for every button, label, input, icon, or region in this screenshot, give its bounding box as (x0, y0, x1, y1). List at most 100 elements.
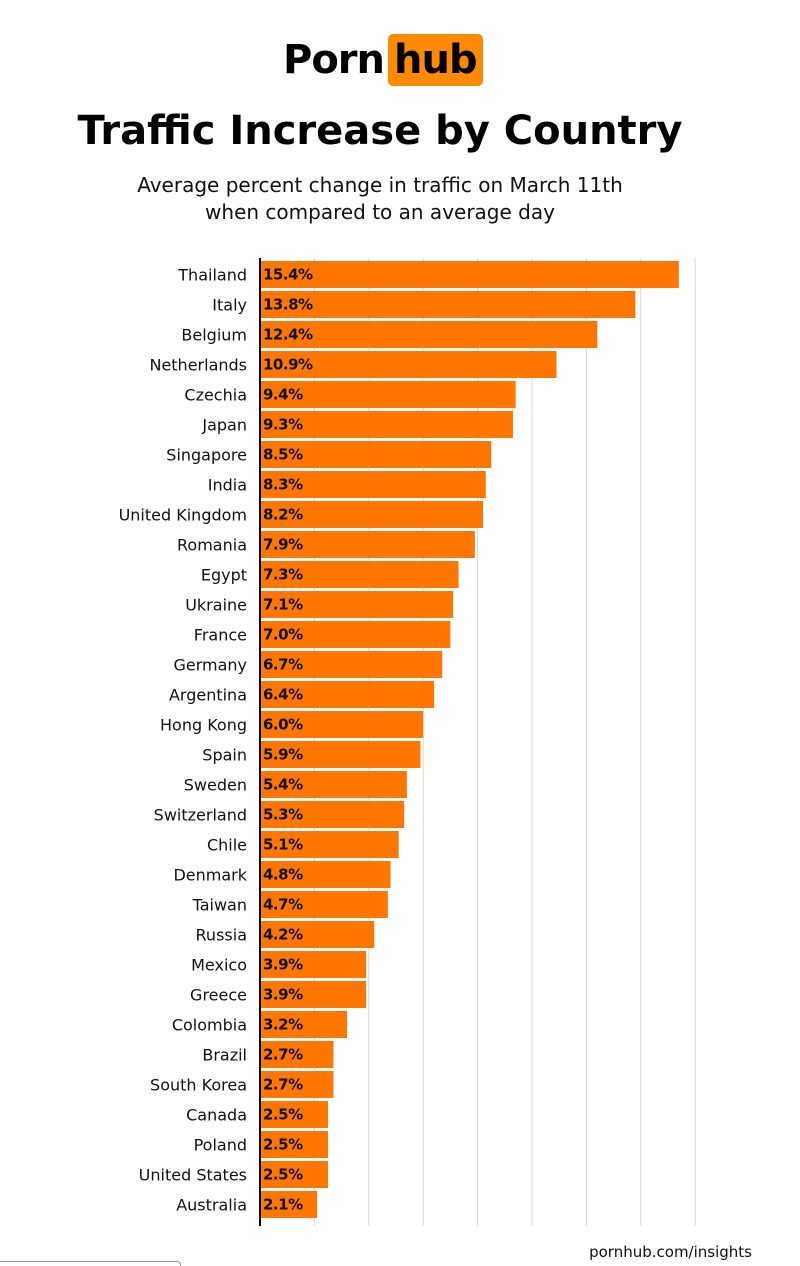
data-label: 9.4% (263, 386, 303, 404)
data-label: 4.8% (263, 866, 303, 884)
bar-taiwan (260, 891, 388, 918)
bar-canada (260, 1101, 328, 1128)
category-label: India (208, 476, 247, 495)
data-label: 15.4% (263, 266, 313, 284)
data-label: 9.3% (263, 416, 303, 434)
bar-czechia (260, 381, 516, 408)
data-label: 7.9% (263, 536, 303, 554)
category-label: Japan (201, 416, 247, 435)
bar-japan (260, 411, 513, 438)
category-label: France (194, 626, 247, 645)
category-label: South Korea (150, 1076, 247, 1095)
bar-russia (260, 921, 375, 948)
data-label: 5.9% (263, 746, 303, 764)
bar-denmark (260, 861, 391, 888)
category-label: Greece (190, 986, 247, 1005)
logo-text-hub: hub (388, 34, 483, 86)
data-label: 3.9% (263, 956, 303, 974)
category-label: Netherlands (149, 356, 247, 375)
data-label: 6.7% (263, 656, 303, 674)
data-label: 7.1% (263, 596, 303, 614)
bar-india (260, 471, 486, 498)
bar-brazil (260, 1041, 334, 1068)
footer-source: pornhub.com/insights (589, 1243, 752, 1261)
bar-united-kingdom (260, 501, 484, 528)
category-label: Denmark (173, 866, 247, 885)
data-label: 2.5% (263, 1106, 303, 1124)
data-label: 12.4% (263, 326, 313, 344)
data-label: 5.1% (263, 836, 303, 854)
data-label: 8.3% (263, 476, 303, 494)
category-label: Spain (202, 746, 247, 765)
data-label: 3.9% (263, 986, 303, 1004)
category-label: Mexico (191, 956, 247, 975)
data-label: 2.5% (263, 1136, 303, 1154)
logo-text-porn: Porn (283, 37, 385, 83)
category-label: Poland (194, 1136, 247, 1155)
category-label: Egypt (201, 566, 247, 585)
category-label: Hong Kong (160, 716, 247, 735)
data-label: 2.1% (263, 1196, 303, 1214)
category-label: Canada (186, 1106, 247, 1125)
bar-italy (260, 291, 636, 318)
data-label: 2.5% (263, 1166, 303, 1184)
bar-netherlands (260, 351, 557, 378)
bar-greece (260, 981, 367, 1008)
category-label: Argentina (169, 686, 247, 705)
category-label: Ukraine (185, 596, 247, 615)
bar-france (260, 621, 451, 648)
category-label: Romania (177, 536, 247, 555)
subtitle-line-2: when compared to an average day (205, 200, 555, 224)
category-label: Colombia (172, 1016, 247, 1035)
category-label: Australia (176, 1196, 247, 1215)
pornhub-logo: Porn hub (283, 33, 483, 87)
category-label: Taiwan (192, 896, 247, 915)
bar-ukraine (260, 591, 454, 618)
bar-germany (260, 651, 443, 678)
window-edge (0, 1261, 181, 1266)
category-label: Switzerland (154, 806, 247, 825)
data-label: 13.8% (263, 296, 313, 314)
category-label: Czechia (184, 386, 247, 405)
bar-south-korea (260, 1071, 334, 1098)
bar-poland (260, 1131, 328, 1158)
bar-united-states (260, 1161, 328, 1188)
bar-hong-kong (260, 711, 424, 738)
bar-chile (260, 831, 399, 858)
category-label: Russia (196, 926, 247, 945)
bar-sweden (260, 771, 407, 798)
data-label: 8.2% (263, 506, 303, 524)
bar-egypt (260, 561, 459, 588)
data-label: 7.0% (263, 626, 303, 644)
data-label: 6.4% (263, 686, 303, 704)
category-label: Chile (207, 836, 247, 855)
chart-subtitle: Average percent change in traffic on Mar… (0, 172, 760, 226)
data-label: 5.3% (263, 806, 303, 824)
category-label: Germany (173, 656, 247, 675)
bar-romania (260, 531, 475, 558)
data-label: 2.7% (263, 1076, 303, 1094)
bar-thailand (260, 261, 679, 288)
category-label: Belgium (181, 326, 247, 345)
category-label: United Kingdom (119, 506, 247, 525)
data-label: 4.2% (263, 926, 303, 944)
bar-australia (260, 1191, 318, 1218)
category-label: Thailand (177, 266, 247, 285)
data-label: 3.2% (263, 1016, 303, 1034)
subtitle-line-1: Average percent change in traffic on Mar… (137, 173, 623, 197)
category-label: Italy (212, 296, 247, 315)
bar-singapore (260, 441, 492, 468)
data-label: 4.7% (263, 896, 303, 914)
category-label: Sweden (184, 776, 247, 795)
data-label: 2.7% (263, 1046, 303, 1064)
bar-colombia (260, 1011, 348, 1038)
chart-title: Traffic Increase by Country (77, 108, 683, 154)
data-label: 7.3% (263, 566, 303, 584)
bar-belgium (260, 321, 598, 348)
data-label: 6.0% (263, 716, 303, 734)
category-label: Brazil (202, 1046, 247, 1065)
category-label: United States (139, 1166, 247, 1185)
bar-mexico (260, 951, 367, 978)
bar-switzerland (260, 801, 405, 828)
